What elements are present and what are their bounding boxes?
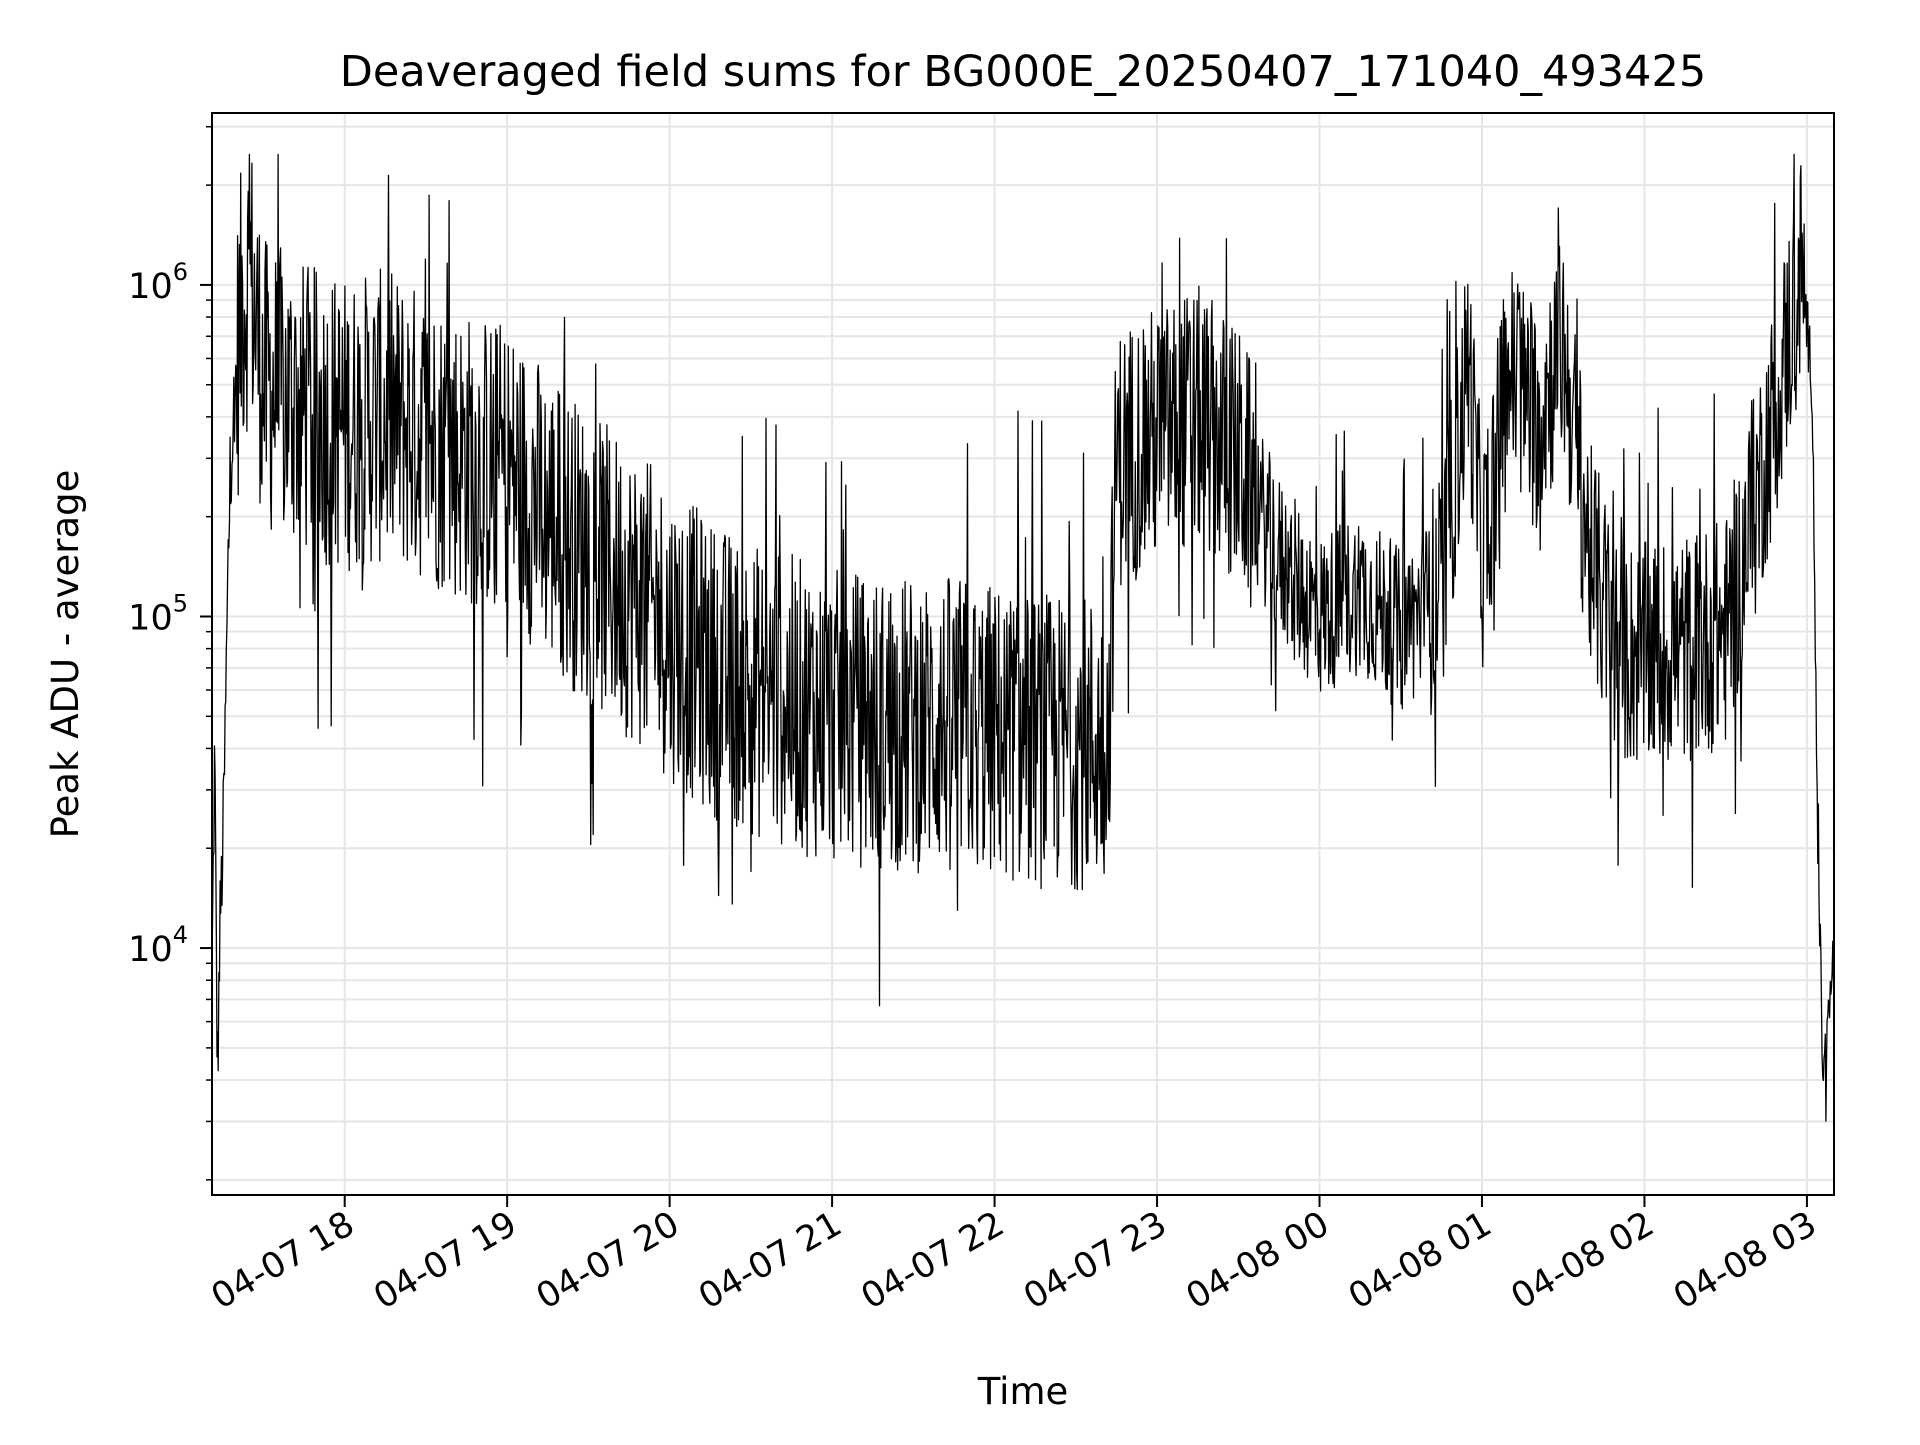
chart-title: Deaveraged field sums for BG000E_2025040… [340,47,1706,97]
y-tick-label: 105 [128,589,188,638]
x-axis-label: Time [977,1370,1069,1413]
plot-frame [211,112,1835,1196]
series-line [211,153,1835,1122]
y-tick-label: 106 [128,258,188,307]
plot-area [211,153,1835,1122]
y-tick-label: 104 [128,921,188,970]
y-axis-label: Peak ADU - average [44,470,87,839]
